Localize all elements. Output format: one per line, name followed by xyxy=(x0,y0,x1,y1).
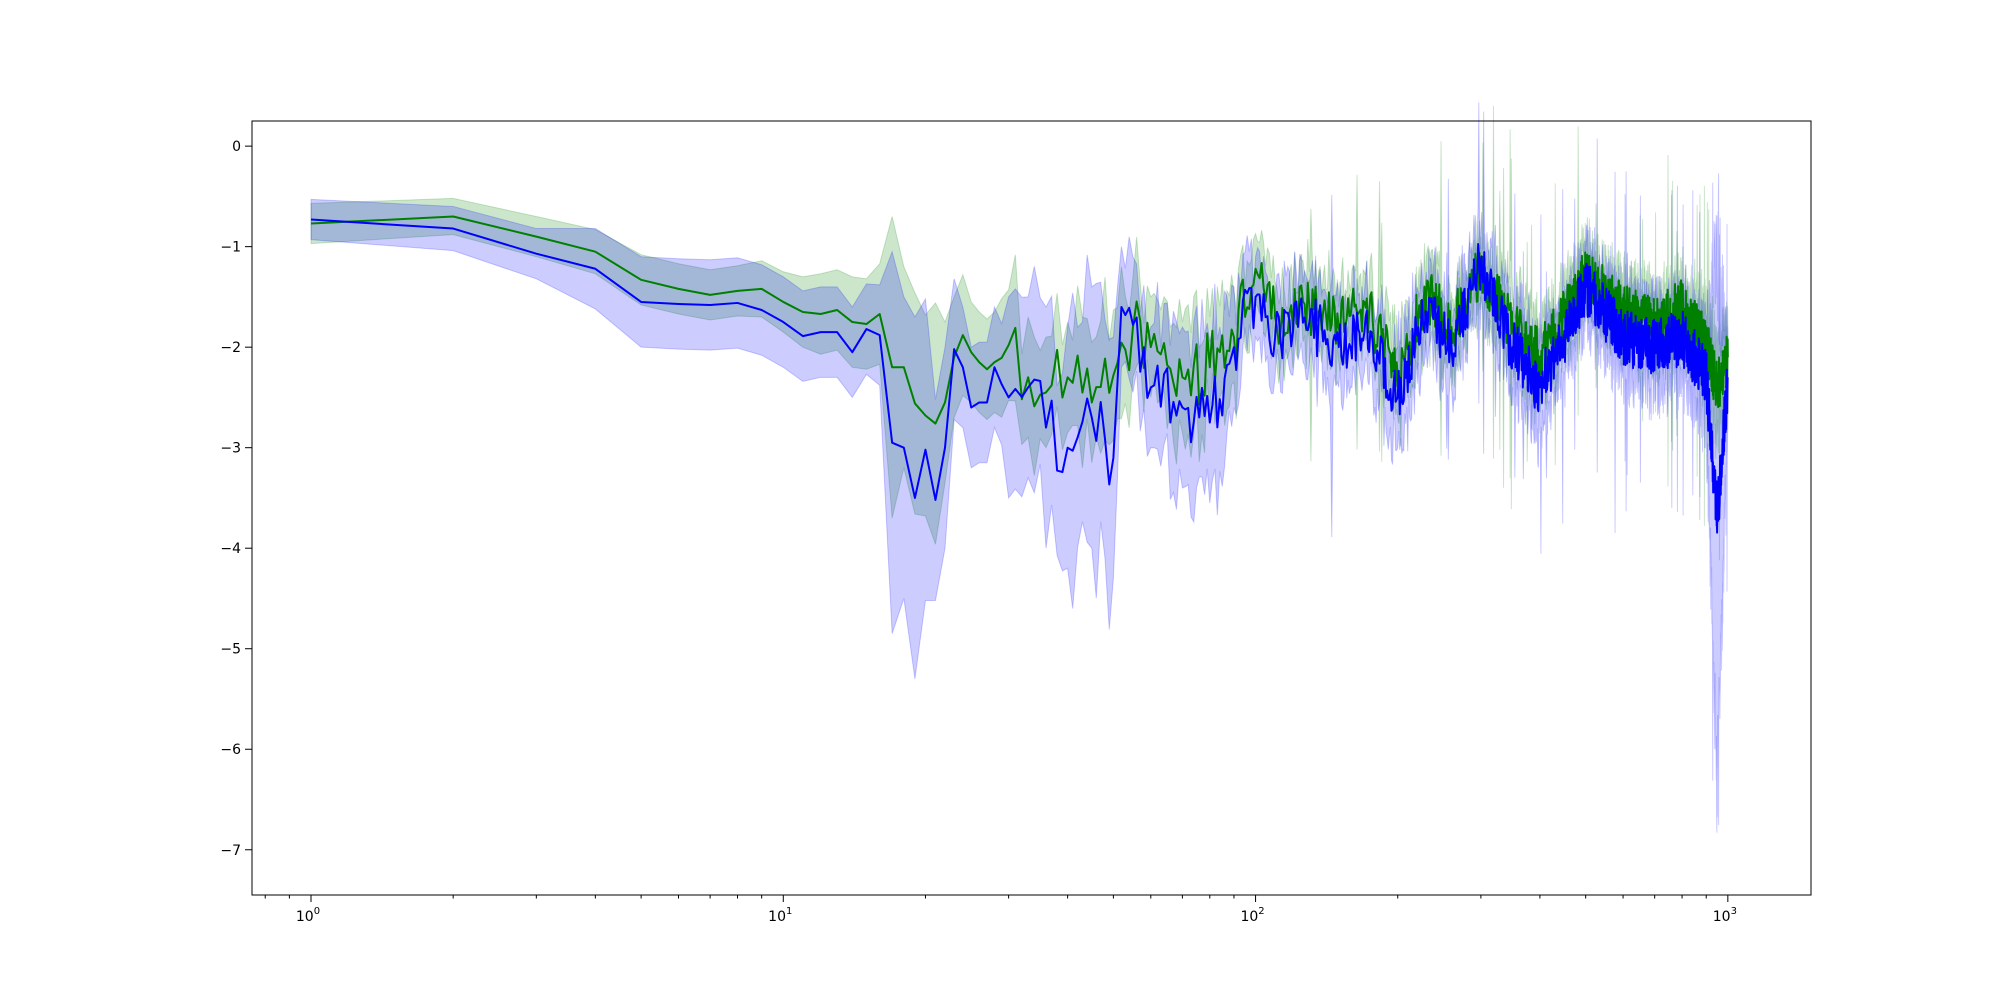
y-tick-label: −1 xyxy=(220,240,241,256)
x-tick-label: 103 xyxy=(1713,906,1737,925)
series-lines xyxy=(310,215,1729,534)
y-axis: 0 −1 −2 −3 −4 −5 −6 −7 xyxy=(220,139,252,859)
x-tick-label: 102 xyxy=(1240,906,1264,925)
x-tick-label: 100 xyxy=(296,906,320,925)
y-tick-label: −4 xyxy=(220,541,241,557)
y-tick-label: −7 xyxy=(220,843,241,859)
axes-frame xyxy=(251,120,1812,896)
plot-area xyxy=(251,102,1812,896)
y-tick-label: 0 xyxy=(232,139,241,155)
y-tick-label: −3 xyxy=(220,441,241,457)
x-axis: 100 101 102 103 xyxy=(264,895,1737,925)
y-tick-label: −2 xyxy=(220,340,241,356)
plot-background xyxy=(252,121,1811,895)
y-tick-label: −5 xyxy=(220,642,241,658)
y-tick-label: −6 xyxy=(220,742,241,758)
x-tick-label: 101 xyxy=(768,906,792,925)
series-2-line xyxy=(310,218,1729,534)
